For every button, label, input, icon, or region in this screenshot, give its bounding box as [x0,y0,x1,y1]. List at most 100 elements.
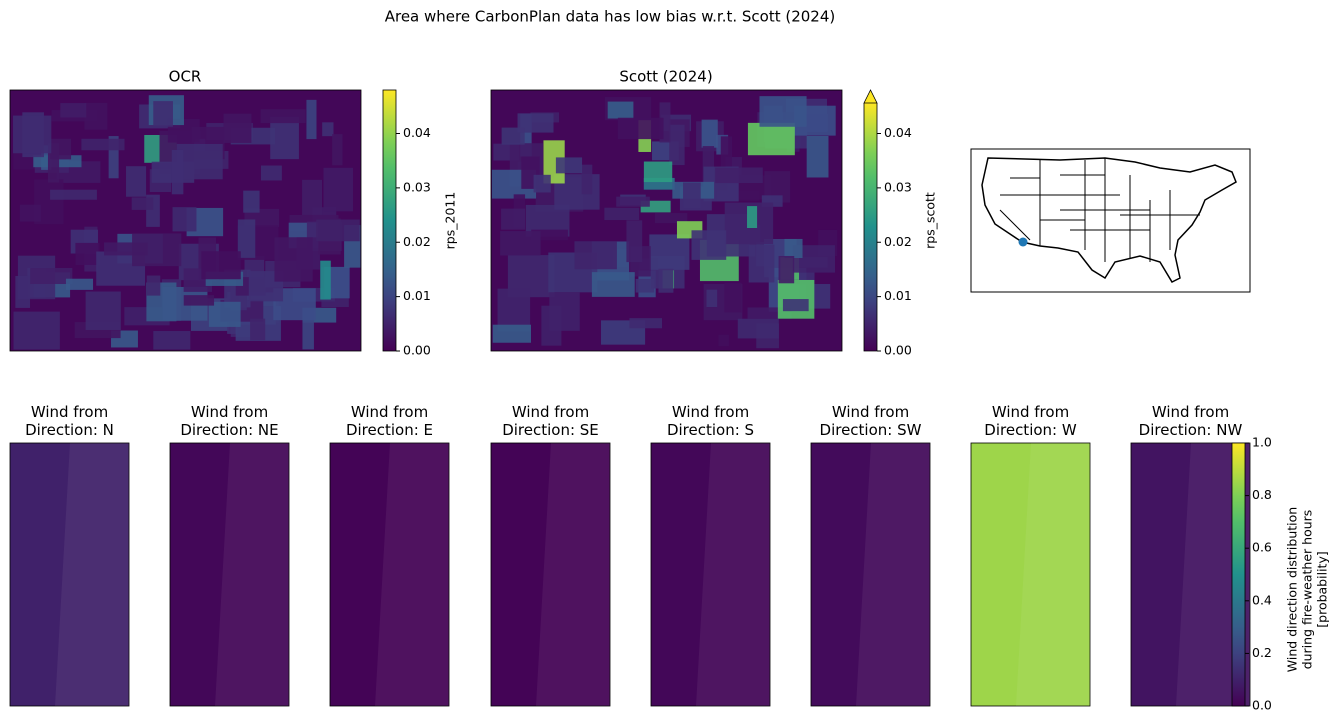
heatmap-cell [520,113,532,157]
heatmap-cell [759,96,807,127]
heatmap-cell [47,143,60,183]
heatmap-cell [60,103,87,118]
tick-label: 0.02 [403,234,431,249]
heatmap-cell [500,231,541,256]
tick-label: 0.2 [1252,645,1272,660]
heatmap-cell [497,288,531,332]
panel-title: Wind from Direction: W [984,403,1077,439]
heatmap-cell [171,149,184,195]
heatmap-cell [784,238,803,259]
panel-texture [215,443,289,706]
colorbar-extend [863,89,878,104]
wind-panel [9,442,130,707]
heatmap-cell [659,102,671,143]
heatmap-cell [323,167,353,212]
heatmap-cell [108,136,119,179]
wind-panel [329,442,450,707]
heatmap-cell [669,124,685,166]
colorbar [864,103,877,351]
heatmap-cell [320,260,331,300]
panel-title: Wind from Direction: NW [1138,403,1243,439]
heatmap-cell [81,138,125,151]
heatmap-cell [316,219,360,242]
heatmap-cell [795,272,815,285]
colorbar-label: Wind direction distribution during fire-… [1284,506,1330,672]
heatmap-cell [629,318,663,329]
heatmap-cell [607,101,634,119]
tick-label: 0.03 [884,179,912,194]
figure-title: Area where CarbonPlan data has low bias … [385,8,836,26]
heatmap-cell [715,167,763,184]
heatmap-cell [778,255,795,284]
heatmap-cell [782,299,809,312]
heatmap-cell [30,268,73,285]
tick-label: 0.03 [403,179,431,194]
tick-label: 1.0 [1252,435,1272,450]
heatmap-cell [13,311,60,350]
heatmap-cell [306,99,317,140]
heatmap-cell [706,289,718,308]
heatmap-image [490,89,843,352]
heatmap-cell [176,143,223,180]
panel-title: Wind from Direction: E [345,403,434,439]
heatmap-cell [131,197,154,210]
heatmap-cell [691,230,727,260]
heatmap-cell [501,208,526,230]
heatmap-cell [718,334,729,347]
heatmap-cell [153,101,173,127]
heatmap-cell [574,241,617,270]
panel-frame [9,89,362,352]
heatmap-cell [260,109,306,124]
heatmap-cell [555,157,583,174]
heatmap-cell [237,219,256,258]
heatmap-cell [172,207,197,232]
panel-texture [1016,443,1090,706]
panel-title: Wind from Direction: NE [180,403,279,439]
heatmap-cell [748,244,775,283]
heatmap-cell [643,177,675,190]
heatmap-cell [50,189,97,200]
map [970,148,1251,293]
panel-title: OCR [169,68,202,86]
panel-texture [375,443,449,706]
heatmap-cell [302,308,314,350]
heatmap-cell [85,291,121,330]
wind-panel [169,442,290,707]
heatmap-cell [591,272,635,297]
heatmap-cell [153,331,191,350]
heatmap-cell [649,234,690,270]
heatmap-cell [581,164,593,195]
panel-texture [1176,443,1250,706]
heatmap-cell [747,122,795,156]
heatmap-cell [126,166,147,197]
heatmap-cell [15,275,31,308]
heatmap-cell [531,229,568,241]
panel-frame [490,89,843,352]
wind-panel [1130,442,1251,707]
colorbar [382,89,397,352]
colorbar-frame [863,103,878,352]
tick-label: 0.00 [884,343,912,358]
tick-label: 0.02 [884,234,912,249]
panel-title: Scott (2024) [619,68,712,86]
tick-label: 0.01 [403,288,431,303]
heatmap-cell [322,122,334,137]
heatmap-cell [75,242,100,265]
heatmap-cell [643,161,673,183]
heatmap-cell [146,275,161,296]
heatmap-cell [747,206,758,229]
colorbar [1231,442,1246,707]
heatmap-cell [724,282,742,313]
colorbar-label: rps_2011 [442,191,458,249]
heatmap-cell [517,113,554,133]
heatmap-cell [19,204,41,222]
colorbar-label: rps_scott [922,191,938,249]
panel-title: Wind from Direction: S [666,403,755,439]
heatmap-cell [654,213,688,224]
heatmap-cell [701,119,718,148]
tick-label: 0.6 [1252,540,1272,555]
heatmap-cell [243,190,260,213]
wind-panel [650,442,771,707]
tick-label: 0.01 [884,288,912,303]
